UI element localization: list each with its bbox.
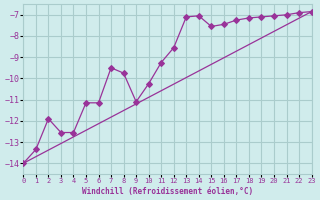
Point xyxy=(271,14,276,17)
Point xyxy=(259,15,264,18)
Point xyxy=(21,162,26,165)
Point xyxy=(284,13,289,16)
Point xyxy=(159,61,164,64)
Point xyxy=(96,101,101,104)
Point xyxy=(171,46,176,49)
Point xyxy=(71,131,76,134)
Point xyxy=(33,148,38,151)
Point xyxy=(46,117,51,120)
Point xyxy=(84,101,89,104)
Point xyxy=(246,16,252,20)
Point xyxy=(196,14,201,17)
Point xyxy=(221,23,227,26)
X-axis label: Windchill (Refroidissement éolien,°C): Windchill (Refroidissement éolien,°C) xyxy=(82,187,253,196)
Point xyxy=(58,131,63,134)
Point xyxy=(121,72,126,75)
Point xyxy=(309,10,314,13)
Point xyxy=(184,15,189,18)
Point xyxy=(234,18,239,22)
Point xyxy=(146,82,151,85)
Point xyxy=(209,25,214,28)
Point xyxy=(108,66,114,69)
Point xyxy=(297,11,302,14)
Point xyxy=(133,100,139,103)
